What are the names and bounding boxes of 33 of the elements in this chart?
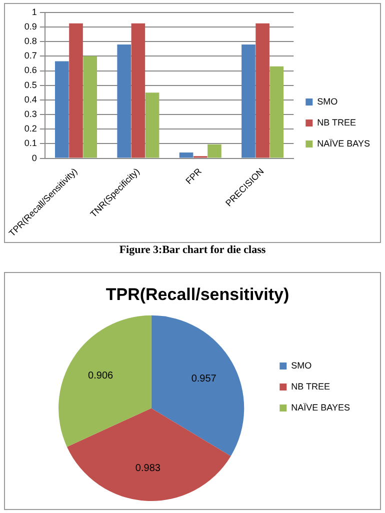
data-label: 0.957 <box>191 373 217 384</box>
bar <box>55 61 69 158</box>
y-tick-label: 0 <box>32 152 37 163</box>
bar <box>83 56 98 158</box>
legend-label: NAÏVE BAYES <box>291 402 350 412</box>
bar <box>256 23 270 158</box>
legend-label: SMO <box>291 360 312 370</box>
bar <box>69 23 83 158</box>
y-tick-label: 0.8 <box>24 36 37 46</box>
legend-label: SMO <box>317 96 338 106</box>
bar <box>242 44 256 158</box>
y-tick-label: 0.9 <box>24 21 37 32</box>
y-tick-label: 0.4 <box>24 94 37 104</box>
bar <box>208 144 222 158</box>
bar <box>179 152 194 158</box>
bar <box>145 92 160 158</box>
chart-title: TPR(Recall/sensitivity) <box>106 284 290 304</box>
legend-label: NB TREE <box>317 117 356 128</box>
bar <box>270 66 284 158</box>
legend-label: NAÏVE BAYS <box>317 138 370 148</box>
caption: Figure 3:Bar chart for die class <box>118 244 267 256</box>
bar <box>131 23 146 158</box>
y-tick-label: 1 <box>32 6 37 17</box>
data-label: 0.906 <box>88 370 114 382</box>
y-tick-label: 0.7 <box>24 50 37 61</box>
y-tick-label: 0.3 <box>24 109 37 120</box>
y-tick-label: 0.5 <box>24 80 37 90</box>
legend-label: NB TREE <box>291 381 330 392</box>
data-label: 0.983 <box>135 463 161 474</box>
bar <box>117 44 131 158</box>
y-tick-label: 0.1 <box>24 138 37 148</box>
y-tick-label: 0.2 <box>24 124 37 134</box>
y-tick-label: 0.6 <box>24 65 37 76</box>
